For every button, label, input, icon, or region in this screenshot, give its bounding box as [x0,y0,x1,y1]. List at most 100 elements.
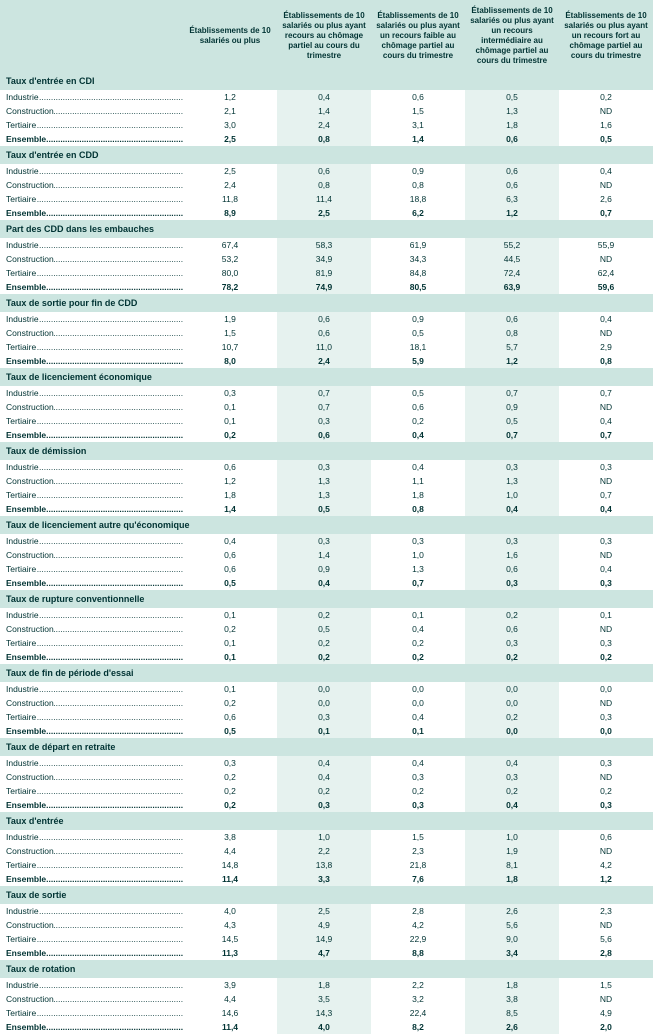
cell-value: 0,0 [559,682,653,696]
cell-value: 5,7 [465,340,559,354]
cell-value: 2,6 [559,192,653,206]
table-row: Industrie3,91,82,21,81,5 [0,978,653,992]
cell-value: 1,0 [465,488,559,502]
table-row: Ensemble2,50,81,40,60,5 [0,132,653,146]
cell-value: 11,8 [183,192,277,206]
cell-value: 0,1 [277,724,371,738]
cell-value: 0,8 [559,354,653,368]
cell-value: 1,2 [559,872,653,886]
cell-value: 1,2 [183,474,277,488]
cell-value: 74,9 [277,280,371,294]
cell-value: 0,6 [371,400,465,414]
cell-value: 0,3 [371,534,465,548]
cell-value: 0,2 [183,770,277,784]
cell-value: 0,2 [559,650,653,664]
table-row: Tertiaire80,081,984,872,462,4 [0,266,653,280]
cell-value: 0,6 [559,830,653,844]
cell-value: 0,2 [559,784,653,798]
cell-value: 1,5 [371,830,465,844]
cell-value: 0,0 [559,724,653,738]
cell-value: 0,0 [277,682,371,696]
row-label: Industrie [0,978,183,992]
row-label: Construction [0,400,183,414]
cell-value: 2,3 [371,844,465,858]
table-row: Ensemble0,20,60,40,70,7 [0,428,653,442]
cell-value: 3,3 [277,872,371,886]
cell-value: 0,1 [183,636,277,650]
cell-value: 0,6 [465,312,559,326]
cell-value: 2,8 [371,904,465,918]
cell-value: 0,3 [277,710,371,724]
row-label: Industrie [0,534,183,548]
cell-value: ND [559,178,653,192]
cell-value: 0,1 [559,608,653,622]
section-header: Taux de rupture conventionnelle [0,590,653,608]
section-header: Taux de sortie pour fin de CDD [0,294,653,312]
cell-value: 0,9 [371,312,465,326]
table-row: Industrie0,10,20,10,20,1 [0,608,653,622]
cell-value: 0,7 [559,386,653,400]
cell-value: 2,5 [277,206,371,220]
cell-value: 0,4 [465,502,559,516]
table-row: Industrie67,458,361,955,255,9 [0,238,653,252]
cell-value: 0,4 [183,534,277,548]
table-row: Tertiaire3,02,43,11,81,6 [0,118,653,132]
section-header: Taux de sortie [0,886,653,904]
cell-value: 0,5 [183,576,277,590]
row-label: Ensemble [0,650,183,664]
cell-value: 80,0 [183,266,277,280]
cell-value: 1,4 [277,548,371,562]
section-header: Part des CDD dans les embauches [0,220,653,238]
row-label: Tertiaire [0,932,183,946]
row-label: Tertiaire [0,340,183,354]
cell-value: ND [559,696,653,710]
cell-value: 0,3 [277,460,371,474]
cell-value: 1,3 [465,474,559,488]
table-row: Tertiaire1,81,31,81,00,7 [0,488,653,502]
table-row: Construction4,43,53,23,8ND [0,992,653,1006]
cell-value: 1,8 [465,118,559,132]
cell-value: 0,4 [559,414,653,428]
cell-value: 0,6 [277,312,371,326]
row-label: Construction [0,696,183,710]
cell-value: 0,1 [183,682,277,696]
cell-value: 2,4 [183,178,277,192]
cell-value: 2,2 [277,844,371,858]
cell-value: 0,5 [465,90,559,104]
cell-value: ND [559,992,653,1006]
table-row: Ensemble8,92,56,21,20,7 [0,206,653,220]
header-empty [0,0,183,72]
cell-value: 0,6 [465,164,559,178]
cell-value: 0,2 [465,650,559,664]
cell-value: 0,5 [277,502,371,516]
cell-value: ND [559,622,653,636]
row-label: Ensemble [0,576,183,590]
col-header-5: Établissements de 10 salariés ou plus ay… [559,0,653,72]
cell-value: 5,6 [559,932,653,946]
row-label: Ensemble [0,872,183,886]
cell-value: 0,4 [277,576,371,590]
cell-value: 2,8 [559,946,653,960]
table-row: Tertiaire10,711,018,15,72,9 [0,340,653,354]
cell-value: 21,8 [371,858,465,872]
cell-value: 11,4 [277,192,371,206]
table-row: Tertiaire11,811,418,86,32,6 [0,192,653,206]
cell-value: 0,3 [371,798,465,812]
section-header: Taux d'entrée [0,812,653,830]
cell-value: 58,3 [277,238,371,252]
cell-value: 2,5 [183,164,277,178]
cell-value: 0,3 [183,386,277,400]
cell-value: 0,3 [559,636,653,650]
cell-value: 0,2 [277,636,371,650]
cell-value: 18,8 [371,192,465,206]
cell-value: 8,2 [371,1020,465,1034]
row-label: Construction [0,178,183,192]
cell-value: 0,6 [183,548,277,562]
cell-value: 0,0 [371,682,465,696]
table-row: Industrie0,40,30,30,30,3 [0,534,653,548]
cell-value: 62,4 [559,266,653,280]
cell-value: 0,4 [559,502,653,516]
cell-value: 1,5 [371,104,465,118]
row-label: Industrie [0,756,183,770]
table-row: Tertiaire14,514,922,99,05,6 [0,932,653,946]
